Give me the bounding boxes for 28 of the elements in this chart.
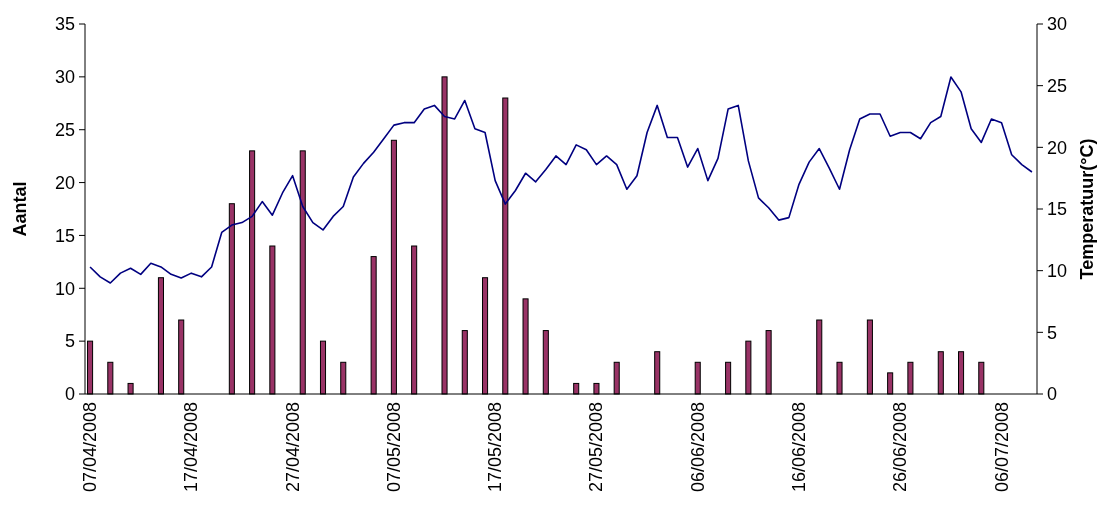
y2-tick-label: 5 xyxy=(1047,322,1058,343)
x-tick-label: 16/06/2008 xyxy=(789,402,809,493)
x-tick-label: 26/06/2008 xyxy=(890,402,911,493)
y-tick-label: 20 xyxy=(54,172,75,193)
x-tick-label: 17/04/2008 xyxy=(181,402,202,493)
x-tick-label: 07/05/2008 xyxy=(383,402,404,493)
y-tick-label: 25 xyxy=(54,120,75,141)
y-tick-label: 30 xyxy=(54,67,75,88)
x-tick-label: 06/07/2008 xyxy=(991,402,1012,493)
y2-tick-label: 10 xyxy=(1047,260,1068,281)
y2-tick-label: 20 xyxy=(1047,137,1068,158)
x-tick-label: 27/04/2008 xyxy=(282,402,303,493)
y-tick-label: 10 xyxy=(54,278,75,299)
y2-axis-title: Temperatuur(°C) xyxy=(1077,138,1097,280)
y-tick-label: 35 xyxy=(54,14,75,35)
y2-tick-label: 30 xyxy=(1047,14,1068,35)
x-tick-label: 27/05/2008 xyxy=(586,402,607,493)
y2-tick-label: 0 xyxy=(1047,384,1058,405)
y-tick-label: 15 xyxy=(54,225,75,246)
line-series xyxy=(89,76,1033,284)
x-tick-label: 07/04/2008 xyxy=(80,402,101,493)
y-tick-label: 0 xyxy=(64,384,75,405)
y-axis-title: Aantal xyxy=(10,181,30,237)
y-tick-label: 5 xyxy=(64,331,75,352)
y2-tick-label: 15 xyxy=(1047,199,1068,220)
y2-tick-label: 25 xyxy=(1047,75,1068,96)
x-tick-label: 06/06/2008 xyxy=(687,402,708,493)
x-tick-label: 17/05/2008 xyxy=(485,402,506,493)
